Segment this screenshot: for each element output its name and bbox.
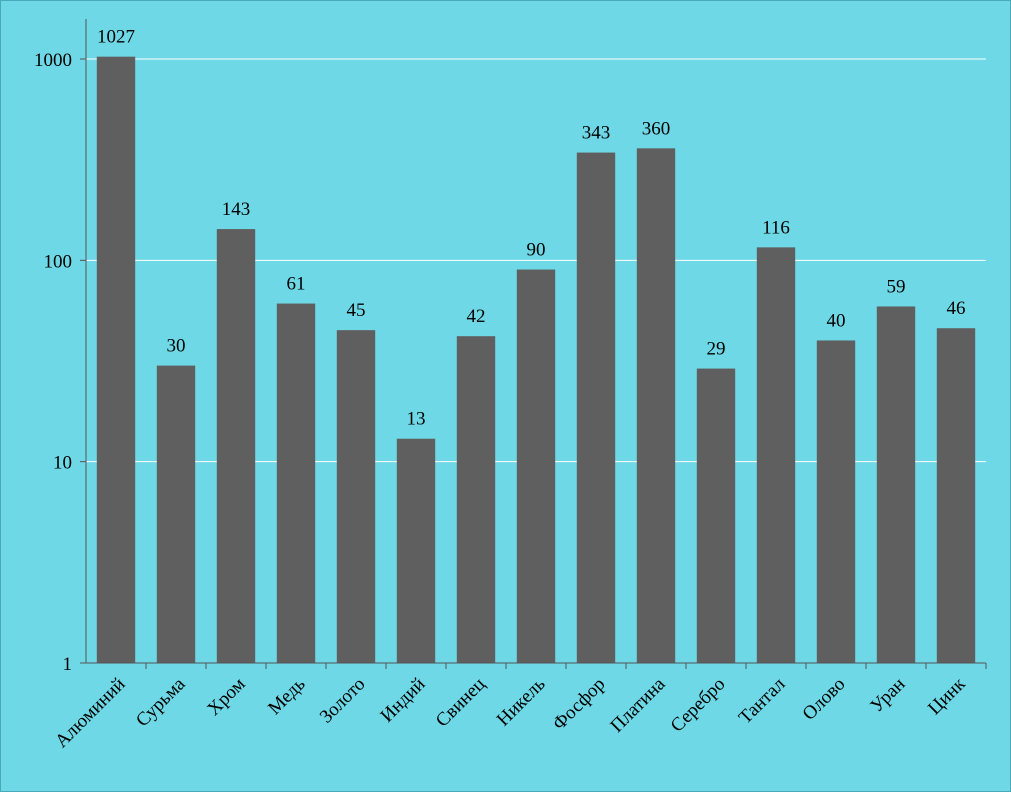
y-tick-labels: 1 10 100 1000	[34, 50, 72, 675]
x-tick-label: Серебро	[667, 674, 730, 737]
x-tick-label: Индий	[377, 674, 430, 727]
bar	[276, 303, 316, 663]
data-label: 90	[527, 240, 546, 261]
y-tick-label: 1000	[34, 50, 72, 71]
data-label: 116	[762, 217, 790, 238]
x-tick-label: Цинк	[924, 673, 970, 719]
y-tick-label: 100	[44, 251, 73, 272]
x-tick-label: Фосфор	[549, 674, 610, 735]
data-label: 42	[467, 306, 486, 327]
bars	[96, 56, 976, 664]
x-tick-label: Олово	[799, 674, 850, 725]
data-label: 46	[947, 298, 966, 319]
x-tick-label: Медь	[264, 673, 310, 719]
bar	[636, 148, 676, 663]
bar	[456, 336, 496, 663]
data-label: 40	[827, 310, 846, 331]
data-label: 13	[407, 409, 426, 430]
bar	[816, 340, 856, 663]
y-tick-label: 10	[53, 453, 72, 474]
data-label: 59	[887, 276, 906, 297]
x-tick-label: Золото	[316, 674, 370, 728]
bar	[696, 368, 736, 663]
x-tick-label: Тантал	[735, 673, 790, 728]
data-labels: 1027 30 143 61 45 13 42 90 343 360 29 116 40 59 46	[97, 27, 966, 430]
x-tick-label: Хром	[203, 674, 249, 720]
data-label: 29	[707, 339, 726, 360]
y-tick-label: 1	[63, 654, 73, 675]
bar	[96, 56, 136, 664]
x-tick-label: Сурьма	[132, 673, 190, 731]
bar	[756, 247, 796, 664]
x-tick-label: Платина	[606, 673, 669, 736]
x-tick-label: Свинец	[432, 674, 490, 732]
bar	[216, 229, 256, 663]
data-label: 343	[582, 123, 611, 144]
x-tick-label: Уран	[866, 674, 909, 717]
x-tick-label: Алюминий	[51, 674, 129, 752]
bar	[876, 306, 916, 663]
data-label: 61	[287, 274, 306, 295]
axes	[80, 19, 987, 669]
data-label: 30	[167, 336, 186, 357]
data-label: 143	[222, 199, 251, 220]
bar	[936, 328, 976, 663]
bar	[396, 438, 436, 663]
bar	[156, 365, 196, 663]
data-label: 45	[347, 300, 366, 321]
bar	[336, 330, 376, 663]
x-tick-labels: Алюминий Сурьма Хром Медь Золото Индий Свинец Н…	[51, 673, 970, 752]
data-label: 360	[642, 118, 671, 139]
bar	[576, 152, 616, 663]
bar	[516, 269, 556, 663]
x-tick-label: Никель	[493, 673, 550, 730]
data-label: 1027	[97, 27, 135, 48]
